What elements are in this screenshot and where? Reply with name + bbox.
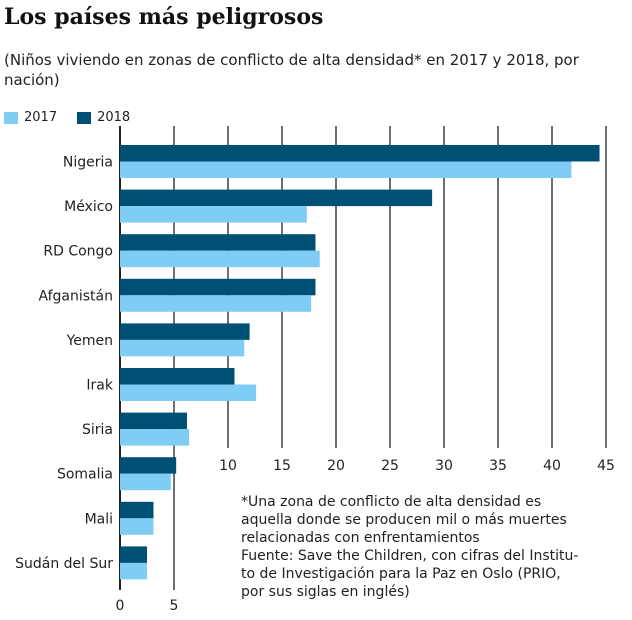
- source-line: to de Investigación para la Paz en Oslo …: [241, 566, 561, 582]
- source-line: por sus siglas en inglés): [241, 584, 410, 600]
- x-tick-label: 40: [543, 458, 561, 474]
- bar-2018: [120, 501, 154, 519]
- category-label: Siria: [82, 422, 113, 438]
- category-label: Afganistán: [39, 288, 113, 304]
- bar-2017: [120, 384, 257, 401]
- chart-title: Los países más peligrosos: [4, 4, 324, 30]
- bar-2017: [120, 250, 320, 268]
- x-tick-label: 35: [489, 458, 507, 474]
- legend-label-2017: 2017: [24, 110, 58, 125]
- category-label: Sudán del Sur: [15, 556, 113, 572]
- legend-label-2018: 2018: [97, 110, 131, 125]
- footnote-line: *Una zona de conflicto de alta densidad …: [241, 494, 542, 510]
- bar-2018: [120, 546, 147, 563]
- bar-2017: [120, 518, 154, 535]
- bar-2018: [120, 234, 316, 251]
- x-tick-label: 10: [219, 458, 237, 474]
- footnote-line: aquella donde se producen mil o más muer…: [241, 512, 567, 528]
- x-tick-label: 45: [597, 458, 615, 474]
- bar-2018: [120, 189, 433, 207]
- bar-2017: [120, 562, 147, 580]
- bar-2017: [120, 429, 190, 446]
- x-tick-label: 20: [327, 458, 345, 474]
- x-tick-label: 30: [435, 458, 453, 474]
- legend-swatch-2018: [77, 111, 92, 124]
- chart-subtitle: (Niños viviendo en zonas de conflicto de…: [4, 51, 579, 89]
- bar-2017: [120, 161, 572, 178]
- legend-swatch-2017: [4, 111, 18, 124]
- category-label: Nigeria: [63, 155, 113, 171]
- x-tick-label: 15: [273, 458, 291, 474]
- bar-2018: [120, 278, 316, 296]
- x-tick-label: 0: [116, 598, 125, 614]
- source-line: Fuente: Save the Children, con cifras de…: [241, 548, 579, 564]
- bar-2017: [120, 295, 312, 312]
- bar-2018: [120, 323, 250, 340]
- category-label: México: [64, 199, 113, 215]
- bar-2018: [120, 368, 235, 385]
- bar-2017: [120, 339, 245, 357]
- bar-2017: [120, 206, 307, 223]
- category-label: Yemen: [66, 333, 113, 349]
- footnote: *Una zona de conflicto de alta densidad …: [241, 493, 631, 601]
- x-tick-label: 25: [381, 458, 399, 474]
- category-label: RD Congo: [43, 244, 113, 260]
- bar-2018: [120, 145, 600, 162]
- category-label: Irak: [86, 378, 113, 394]
- bar-2018: [120, 457, 177, 474]
- category-label: Somalia: [57, 467, 113, 483]
- bar-2017: [120, 473, 171, 491]
- x-tick-label: 5: [170, 598, 179, 614]
- bar-2018: [120, 412, 187, 430]
- footnote-line: relacionadas con enfrentamientos: [241, 530, 480, 546]
- category-label: Mali: [85, 511, 113, 527]
- legend-item-2018: 2018: [77, 110, 130, 125]
- legend: 2017 2018: [4, 110, 130, 125]
- legend-item-2017: 2017: [4, 110, 57, 125]
